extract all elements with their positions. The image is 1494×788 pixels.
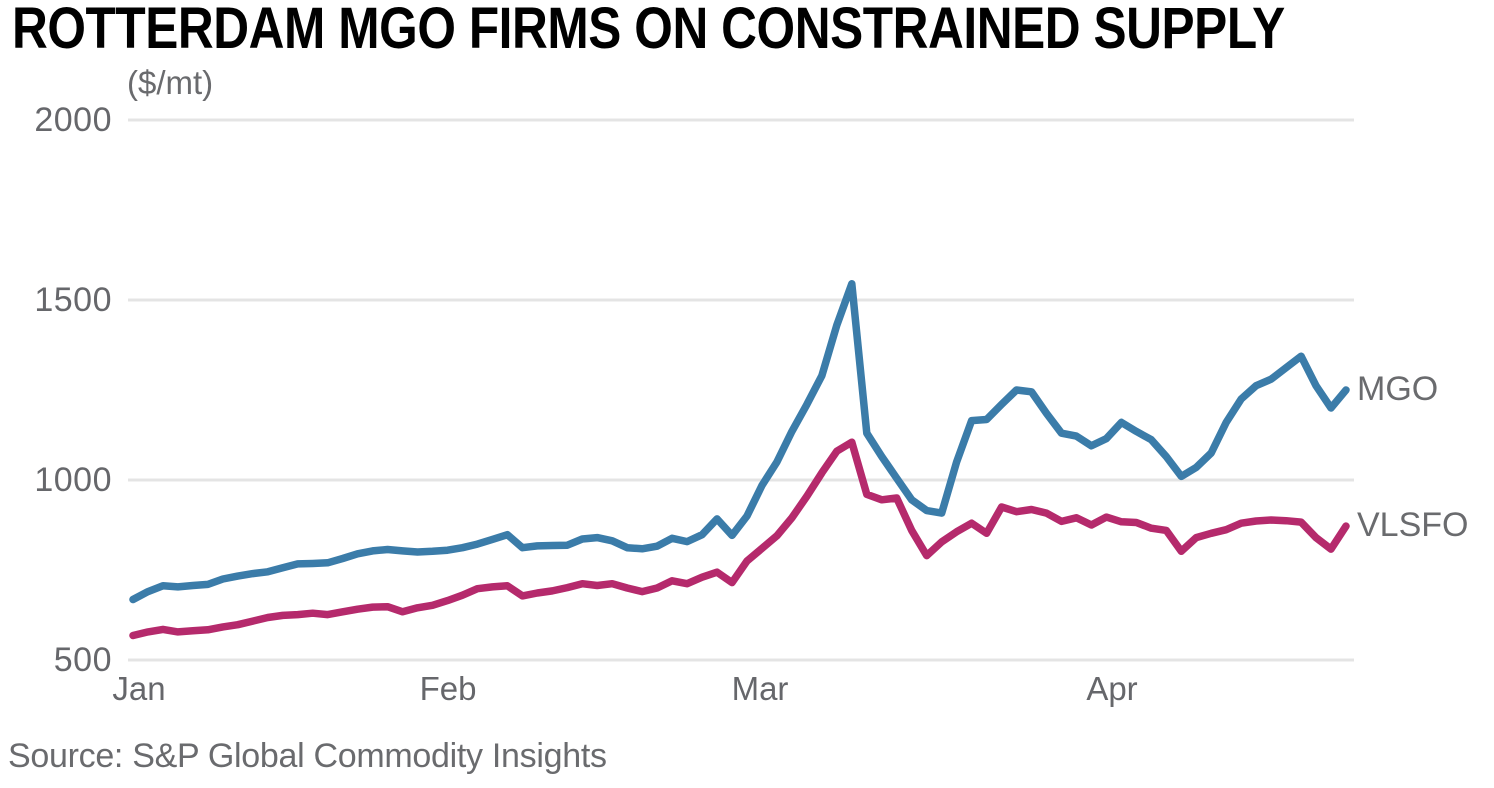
x-tick-label-jan: Jan — [112, 670, 166, 707]
y-tick-label-2: 1000 — [34, 461, 112, 499]
x-tick-label-apr: Apr — [1086, 670, 1138, 707]
chart-title: ROTTERDAM MGO FIRMS ON CONSTRAINED SUPPL… — [12, 0, 1285, 61]
y-tick-label-3: 500 — [53, 641, 112, 679]
x-tick-label-feb: Feb — [419, 670, 477, 707]
series-label-vlsfo: VLSFO — [1357, 506, 1469, 545]
source-attribution: Source: S&P Global Commodity Insights — [8, 737, 607, 775]
mgo-line — [129, 280, 1350, 604]
gridlines — [128, 118, 1354, 662]
y-tick-label-0: 2000 — [34, 101, 112, 139]
y-axis-unit-label: ($/mt) — [127, 64, 214, 101]
vlsfo-line — [129, 438, 1350, 640]
series-label-mgo: MGO — [1357, 370, 1439, 408]
y-tick-label-1: 1500 — [34, 281, 112, 319]
x-tick-label-mar: Mar — [731, 670, 789, 707]
